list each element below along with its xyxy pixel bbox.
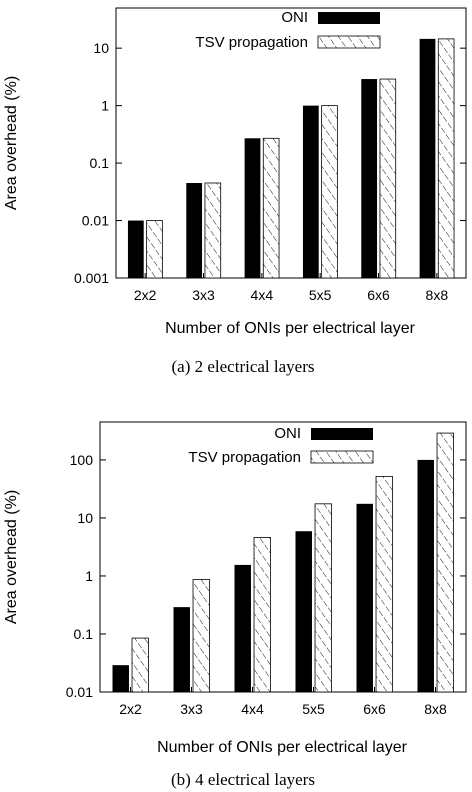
legend-label-oni: ONI — [274, 425, 301, 442]
x-axis-label: Number of ONIs per electrical layer — [165, 320, 416, 337]
bar-oni — [295, 531, 312, 692]
chart-panel-a: 0.001 0.01 0.1 1 10 2x2 3x3 4x4 5x5 6x6 8x8 ONI T… — [3, 7, 467, 376]
chart-panel-b: 0.01 0.1 1 10 100 2x2 3x3 4x4 5x5 6x6 8x8 ONI TSV… — [3, 421, 467, 789]
bar-tsv-propagation — [375, 475, 393, 693]
y-tick-label: 0.1 — [74, 626, 94, 642]
x-tick-label: 8x8 — [424, 701, 447, 717]
x-tick-label: 4x4 — [251, 287, 274, 303]
y-tick-label: 1 — [101, 98, 109, 114]
bar-tsv-propagation — [204, 182, 222, 279]
bar-tsv-propagation — [146, 220, 163, 279]
x-tick-label: 4x4 — [241, 701, 264, 717]
x-tick-label: 5x5 — [309, 287, 332, 303]
bar-tsv-propagation — [262, 137, 280, 279]
legend-swatch-oni — [311, 428, 373, 440]
plot-frame — [99, 421, 467, 693]
y-axis-label: Area overhead (%) — [3, 490, 20, 624]
legend: ONI TSV propagation — [195, 9, 381, 51]
bar-oni — [419, 38, 436, 278]
bar-tsv-propagation — [436, 432, 454, 693]
bar-oni — [186, 183, 203, 278]
bar-oni — [112, 665, 129, 692]
bar-oni — [417, 459, 434, 692]
bar-oni — [356, 503, 373, 692]
bars — [112, 432, 454, 693]
bar-oni — [244, 138, 261, 278]
bar-tsv-propagation — [379, 78, 397, 279]
bar-tsv-propagation — [321, 105, 338, 279]
x-ticks: 2x2 3x3 4x4 5x5 6x6 8x8 — [119, 687, 447, 717]
caption: (b) 4 electrical layers — [171, 770, 315, 789]
bar-oni — [234, 564, 251, 692]
bar-tsv-propagation — [437, 38, 455, 279]
y-ticks: 0.01 0.1 1 10 100 — [66, 452, 466, 700]
x-tick-label: 5x5 — [302, 701, 325, 717]
legend-swatch-oni — [318, 12, 380, 24]
x-tick-label: 2x2 — [119, 701, 142, 717]
y-tick-label: 100 — [70, 452, 94, 468]
caption: (a) 2 electrical layers — [172, 357, 315, 376]
bar-oni — [302, 105, 319, 278]
y-tick-label: 0.001 — [74, 270, 109, 286]
x-ticks: 2x2 3x3 4x4 5x5 6x6 8x8 — [134, 273, 448, 303]
x-tick-label: 3x3 — [180, 701, 203, 717]
y-tick-label: 10 — [77, 510, 93, 526]
legend-label-tsv: TSV propagation — [195, 34, 308, 51]
legend-label-oni: ONI — [281, 9, 308, 26]
legend-label-tsv: TSV propagation — [188, 449, 301, 466]
x-axis-label: Number of ONIs per electrical layer — [157, 739, 408, 756]
y-axis-label: Area overhead (%) — [3, 76, 20, 210]
bar-tsv-propagation — [253, 537, 271, 693]
x-tick-label: 2x2 — [134, 287, 157, 303]
y-tick-label: 0.01 — [66, 684, 93, 700]
y-tick-label: 10 — [93, 40, 109, 56]
bar-oni — [361, 79, 378, 278]
x-tick-label: 3x3 — [192, 287, 215, 303]
x-tick-label: 6x6 — [363, 701, 386, 717]
bar-tsv-propagation — [192, 579, 210, 693]
bars — [127, 38, 455, 279]
y-ticks: 0.001 0.01 0.1 1 10 — [74, 40, 466, 286]
bar-oni — [127, 220, 144, 278]
plot-frame — [115, 7, 467, 279]
y-tick-label: 1 — [85, 568, 93, 584]
legend-swatch-tsv — [310, 450, 374, 464]
bar-tsv-propagation — [314, 503, 332, 693]
x-tick-label: 6x6 — [367, 287, 390, 303]
legend-swatch-tsv — [317, 35, 381, 49]
y-tick-label: 0.1 — [90, 155, 110, 171]
legend: ONI TSV propagation — [188, 425, 374, 466]
x-tick-label: 8x8 — [426, 287, 449, 303]
bar-tsv-propagation — [131, 637, 149, 693]
y-tick-label: 0.01 — [82, 213, 109, 229]
bar-oni — [173, 607, 190, 692]
